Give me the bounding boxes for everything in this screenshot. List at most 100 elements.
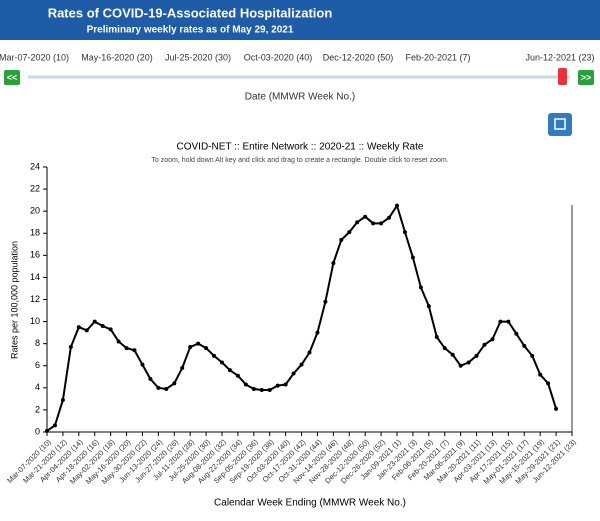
data-line	[46, 203, 558, 432]
data-point	[538, 372, 543, 377]
next-button[interactable]	[578, 70, 594, 85]
data-point	[259, 388, 264, 393]
data-point	[148, 377, 153, 381]
data-point	[307, 350, 312, 355]
data-point	[514, 331, 519, 336]
data-point	[84, 328, 89, 333]
y-tick-label: 0	[35, 426, 40, 436]
y-tick-label: 10	[30, 316, 40, 326]
data-point	[212, 353, 217, 358]
data-point	[45, 428, 49, 433]
y-tick-label: 2	[35, 404, 40, 414]
data-point	[180, 365, 185, 370]
prev-button-label[interactable]: <<	[7, 72, 18, 82]
data-point	[164, 386, 169, 391]
data-point	[52, 423, 57, 428]
data-point	[140, 362, 145, 367]
chart-subtitle: To zoom, hold down Alt key and click and…	[151, 157, 448, 164]
slider-label: Oct-03-2020 (40)	[244, 52, 313, 62]
data-point	[235, 373, 240, 378]
next-button-label[interactable]: >>	[581, 72, 592, 82]
slider-labels: Mar-07-2020 (10) May-16-2020 (20) Jul-25-2…	[0, 52, 595, 62]
header-subtitle: Preliminary weekly rates as of May 29, 2…	[87, 25, 294, 36]
image-icon[interactable]	[554, 118, 566, 130]
y-tick-label: 4	[35, 382, 40, 392]
data-point	[355, 220, 360, 225]
data-point	[466, 360, 471, 365]
data-point	[506, 319, 511, 324]
slider-label: Dec-12-2020 (50)	[323, 52, 394, 62]
data-point	[450, 352, 455, 357]
slider-caption: Date (MMWR Week No.)	[245, 92, 355, 103]
data-point	[395, 203, 399, 208]
data-point	[347, 230, 352, 235]
data-point	[68, 344, 73, 349]
x-axis-label: Calendar Week Ending (MMWR Week No.)	[214, 498, 406, 509]
y-tick-label: 8	[35, 338, 40, 348]
y-tick-label: 14	[30, 272, 40, 282]
data-point	[315, 330, 320, 335]
data-point	[410, 255, 415, 260]
data-point	[275, 383, 280, 388]
slider-label: Jul-25-2020 (30)	[165, 52, 231, 62]
data-point	[530, 353, 535, 358]
header-title: Rates of COVID-19-Associated Hospitaliza…	[48, 5, 333, 20]
y-tick-label: 18	[30, 228, 40, 238]
data-point	[156, 385, 161, 390]
data-point	[220, 360, 224, 365]
y-tick-label: 20	[30, 206, 40, 216]
data-point	[283, 382, 288, 387]
data-point	[387, 215, 392, 220]
slider-label: Jun-12-2021 (23)	[525, 52, 594, 62]
data-point	[402, 230, 407, 235]
data-point	[331, 261, 336, 266]
data-point	[490, 337, 495, 342]
data-point	[339, 237, 344, 242]
data-point	[442, 346, 447, 351]
y-tick-label: 24	[30, 161, 40, 171]
y-tick-label: 22	[30, 183, 40, 193]
data-point	[267, 388, 272, 393]
data-point	[291, 371, 296, 376]
data-point	[227, 368, 232, 373]
data-point	[108, 327, 113, 332]
data-point	[474, 353, 479, 358]
data-point	[60, 397, 65, 402]
prev-button[interactable]	[4, 70, 20, 85]
data-point	[204, 346, 209, 351]
data-point	[251, 386, 256, 391]
y-tick-label: 16	[30, 250, 40, 260]
slider-label: Mar-07-2020 (10)	[0, 52, 69, 62]
data-point	[172, 381, 177, 386]
data-point	[116, 339, 121, 344]
data-point	[76, 325, 81, 330]
data-point	[323, 299, 328, 304]
data-point	[132, 348, 137, 353]
data-point	[482, 342, 487, 347]
data-point	[363, 214, 368, 219]
data-point	[243, 382, 248, 387]
data-point	[546, 381, 551, 386]
data-point	[196, 341, 201, 346]
header-bar	[0, 0, 600, 40]
slider-handle[interactable]	[558, 68, 567, 85]
data-point	[434, 335, 439, 340]
data-point	[379, 221, 384, 226]
data-point	[458, 363, 463, 368]
data-point	[426, 304, 431, 309]
data-point	[498, 319, 503, 324]
data-point	[124, 346, 129, 351]
image-button[interactable]	[548, 113, 572, 136]
y-tick-label: 6	[35, 360, 40, 370]
y-tick-label: 12	[30, 294, 40, 304]
data-point	[554, 406, 559, 411]
data-point	[418, 285, 423, 290]
data-point	[299, 362, 304, 367]
y-axis-label: Rates per 100,000 population	[9, 241, 19, 359]
data-point	[188, 344, 193, 349]
data-point	[371, 221, 376, 226]
slider-label: May-16-2020 (20)	[81, 52, 153, 62]
chart-title: COVID-NET :: Entire Network :: 2020-21 :…	[177, 142, 424, 153]
